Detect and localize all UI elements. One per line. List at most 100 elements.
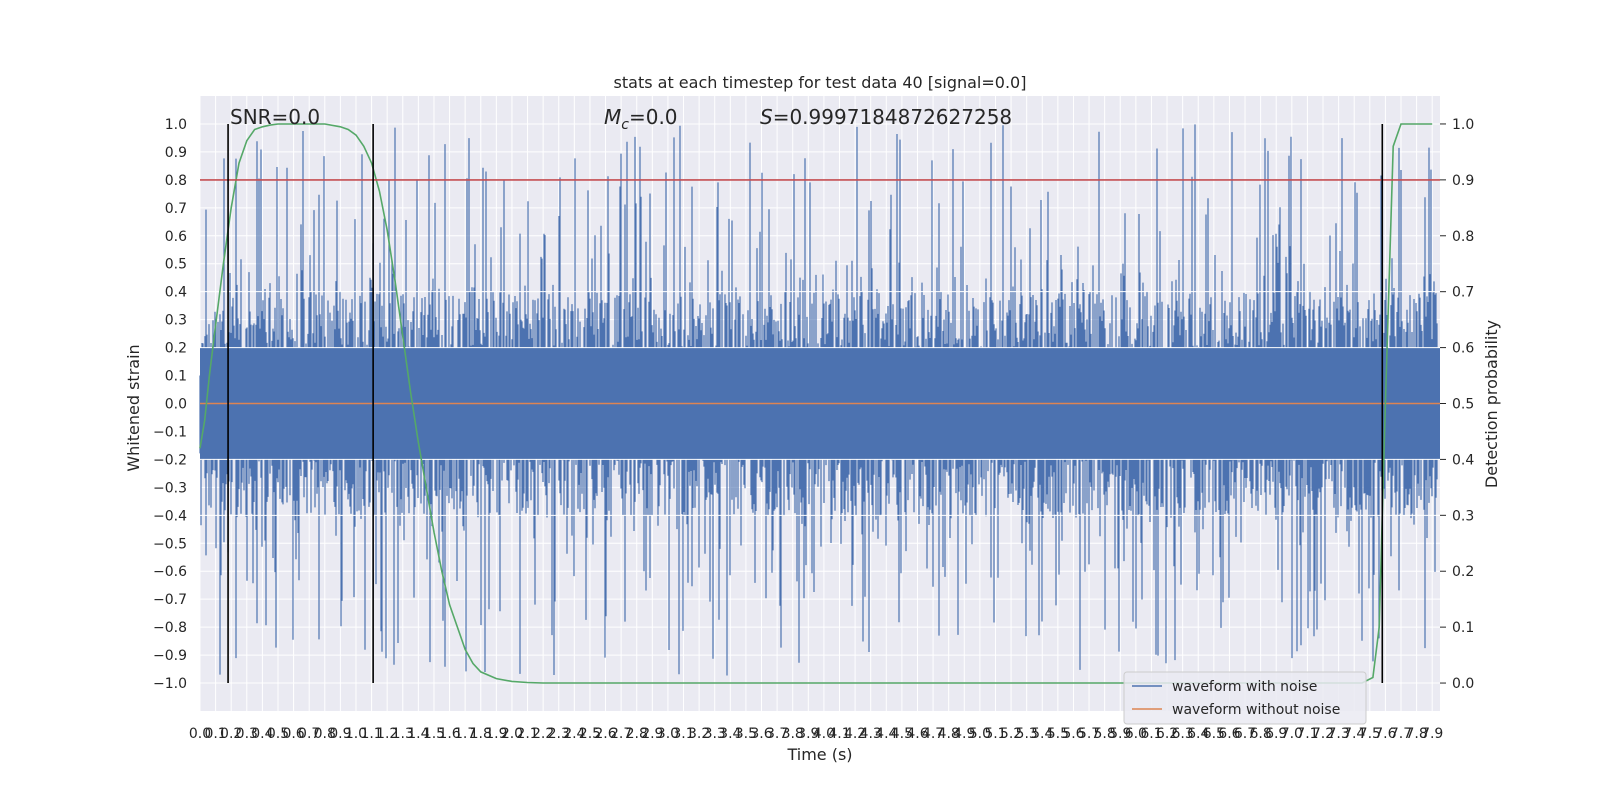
x-tick-label: 1.4 — [407, 726, 429, 742]
x-tick-label: 7.8 — [1405, 726, 1427, 742]
x-tick-label: 1.2 — [376, 726, 398, 742]
y-tick-label: 0.3 — [165, 313, 187, 329]
x-tick-label: 0.9 — [329, 726, 351, 742]
y-axis-label: Whitened strain — [124, 344, 143, 471]
y-tick-label: −0.5 — [153, 536, 187, 552]
x-tick-label: 5.2 — [1000, 726, 1022, 742]
y-tick-label: 0.7 — [165, 201, 187, 217]
x-tick-label: 6.9 — [1265, 726, 1287, 742]
y2-axis-label: Detection probability — [1482, 320, 1501, 488]
y-tick-label: 0.6 — [165, 229, 187, 245]
y-axis-ticks: 1.0 0.9 0.8 0.7 0.6 0.5 0.4 0.3 0.2 0.1 0.0 −0.1 −0.… — [153, 117, 187, 692]
x-tick-label: 0.6 — [282, 726, 304, 742]
y-tick-label: −0.2 — [153, 452, 187, 468]
y-tick-label: 0.2 — [165, 341, 187, 357]
x-tick-label: 2.6 — [594, 726, 616, 742]
y-tick-label: −0.8 — [153, 620, 187, 636]
y2-tick-label: 0.5 — [1452, 397, 1474, 413]
x-tick-label: 1.1 — [360, 726, 382, 742]
y2-tick-label: 0.2 — [1452, 564, 1474, 580]
x-tick-label: 5.0 — [969, 726, 991, 742]
y2-tick-label: 0.8 — [1452, 229, 1474, 245]
x-tick-label: 5.3 — [1016, 726, 1038, 742]
y2-tick-label: 0.0 — [1452, 676, 1474, 692]
x-axis-label: Time (s) — [786, 745, 852, 764]
x-tick-label: 2.2 — [532, 726, 554, 742]
y-tick-label: −0.7 — [153, 592, 187, 608]
x-tick-label: 7.6 — [1374, 726, 1396, 742]
x-tick-label: 4.2 — [844, 726, 866, 742]
x-tick-label: 6.5 — [1203, 726, 1225, 742]
legend: waveform with noise waveform without noi… — [1123, 671, 1367, 725]
annotation-score-value: =0.9997184872627258 — [773, 105, 1012, 129]
x-tick-label: 3.7 — [766, 726, 788, 742]
x-tick-label: 1.3 — [392, 726, 414, 742]
x-tick-label: 2.8 — [626, 726, 648, 742]
x-tick-label: 5.1 — [984, 726, 1006, 742]
annotation-chirp-mass-subscript: c — [621, 117, 629, 133]
x-tick-label: 0.5 — [267, 726, 289, 742]
x-tick-label: 0.8 — [314, 726, 336, 742]
x-tick-label: 2.4 — [563, 726, 585, 742]
x-tick-label: 3.4 — [719, 726, 741, 742]
x-tick-label: 5.4 — [1031, 726, 1053, 742]
y-tick-label: −0.4 — [153, 508, 187, 524]
x-tick-label: 4.9 — [953, 726, 975, 742]
x-tick-label: 5.7 — [1078, 726, 1100, 742]
x-tick-label: 3.0 — [657, 726, 679, 742]
x-tick-label: 2.9 — [641, 726, 663, 742]
x-tick-label: 7.2 — [1312, 726, 1334, 742]
annotation-chirp-mass-symbol: M — [604, 105, 621, 129]
x-tick-label: 1.5 — [423, 726, 445, 742]
x-tick-label: 2.5 — [579, 726, 601, 742]
x-tick-label: 4.5 — [891, 726, 913, 742]
x-tick-label: 6.4 — [1187, 726, 1209, 742]
chart-title: stats at each timestep for test data 40 … — [614, 73, 1027, 92]
x-tick-label: 7.5 — [1359, 726, 1381, 742]
x-tick-label: 3.1 — [672, 726, 694, 742]
x-tick-label: 6.6 — [1218, 726, 1240, 742]
annotation-score-symbol: S — [760, 105, 773, 129]
y-tick-label: −0.3 — [153, 480, 187, 496]
y-tick-label: 1.0 — [165, 117, 187, 133]
x-tick-label: 2.7 — [610, 726, 632, 742]
y-tick-label: 0.8 — [165, 173, 187, 189]
y2-tick-label: 0.4 — [1452, 452, 1474, 468]
x-tick-label: 0.7 — [298, 726, 320, 742]
x-tick-label: 5.9 — [1109, 726, 1131, 742]
x-tick-label: 1.8 — [470, 726, 492, 742]
x-tick-label: 7.1 — [1296, 726, 1318, 742]
x-tick-label: 4.0 — [813, 726, 835, 742]
x-tick-label: 4.4 — [875, 726, 897, 742]
x-tick-label: 0.0 — [189, 726, 211, 742]
y-tick-label: −1.0 — [153, 676, 187, 692]
x-tick-label: 4.3 — [860, 726, 882, 742]
x-tick-label: 5.6 — [1062, 726, 1084, 742]
y2-tick-label: 1.0 — [1452, 117, 1474, 133]
x-tick-label: 0.4 — [251, 726, 273, 742]
x-tick-label: 3.5 — [735, 726, 757, 742]
y-tick-label: −0.9 — [153, 648, 187, 664]
annotation-score: S=0.9997184872627258 — [760, 105, 1012, 129]
x-tick-label: 6.2 — [1156, 726, 1178, 742]
x-tick-label: 0.3 — [236, 726, 258, 742]
x-tick-label: 7.9 — [1421, 726, 1443, 742]
y2-tick-label: 0.1 — [1452, 620, 1474, 636]
x-tick-label: 3.8 — [782, 726, 804, 742]
x-tick-label: 1.0 — [345, 726, 367, 742]
legend-label-waveform-without-noise: waveform without noise — [1172, 702, 1340, 718]
x-tick-label: 6.8 — [1249, 726, 1271, 742]
y-tick-label: 0.1 — [165, 369, 187, 385]
x-tick-label: 1.7 — [454, 726, 476, 742]
x-tick-label: 5.8 — [1094, 726, 1116, 742]
x-tick-label: 7.3 — [1327, 726, 1349, 742]
y-tick-label: 0.9 — [165, 145, 187, 161]
x-tick-label: 1.9 — [485, 726, 507, 742]
y2-axis-ticks: 1.0 0.9 0.8 0.7 0.6 0.5 0.4 0.3 0.2 0.1 0.0 — [1440, 117, 1474, 692]
annotation-chirp-mass: Mc=0.0 — [604, 105, 678, 133]
x-tick-label: 7.0 — [1281, 726, 1303, 742]
legend-label-waveform-with-noise: waveform with noise — [1172, 679, 1317, 695]
x-tick-label: 0.2 — [220, 726, 242, 742]
x-tick-label: 1.6 — [438, 726, 460, 742]
